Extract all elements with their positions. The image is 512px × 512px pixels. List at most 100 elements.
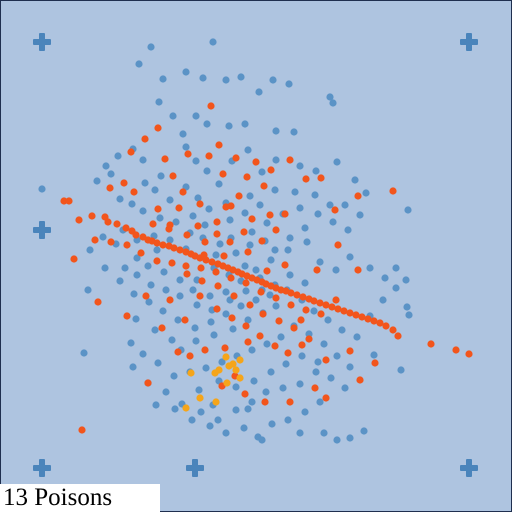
data-point bbox=[346, 434, 354, 442]
data-point bbox=[157, 172, 165, 180]
data-point bbox=[169, 112, 177, 120]
data-point bbox=[248, 228, 256, 236]
data-point bbox=[298, 341, 306, 349]
data-point bbox=[227, 274, 235, 282]
data-point bbox=[154, 205, 162, 213]
data-point bbox=[392, 284, 400, 292]
data-point bbox=[209, 38, 217, 46]
data-point bbox=[331, 206, 339, 214]
data-point bbox=[174, 348, 182, 356]
data-point bbox=[252, 266, 260, 274]
data-point bbox=[201, 346, 209, 354]
data-point bbox=[333, 436, 341, 444]
data-point bbox=[232, 366, 240, 374]
data-point bbox=[196, 200, 204, 208]
data-point bbox=[279, 384, 287, 392]
plus-icon bbox=[33, 33, 51, 51]
data-point bbox=[235, 192, 243, 200]
data-point bbox=[205, 205, 213, 213]
data-point bbox=[174, 316, 182, 324]
data-point bbox=[151, 186, 159, 194]
data-point bbox=[311, 384, 319, 392]
data-point bbox=[202, 364, 210, 372]
data-point bbox=[206, 422, 214, 430]
data-point bbox=[207, 102, 215, 110]
data-point bbox=[129, 363, 137, 371]
data-point bbox=[258, 237, 266, 245]
point-layer bbox=[38, 38, 473, 444]
data-point bbox=[329, 99, 337, 107]
data-point bbox=[212, 398, 220, 406]
data-point bbox=[197, 408, 205, 416]
data-point bbox=[366, 264, 374, 272]
data-point bbox=[405, 311, 413, 319]
data-point bbox=[122, 224, 130, 232]
data-point bbox=[139, 207, 147, 215]
data-point bbox=[201, 238, 209, 246]
data-point bbox=[159, 241, 167, 249]
data-point bbox=[133, 254, 141, 262]
data-point bbox=[189, 212, 197, 220]
data-point bbox=[291, 188, 299, 196]
data-point bbox=[94, 298, 102, 306]
data-point bbox=[256, 201, 264, 209]
data-point bbox=[271, 246, 279, 254]
data-point bbox=[427, 340, 435, 348]
data-point bbox=[353, 333, 361, 341]
data-point bbox=[192, 157, 200, 165]
data-point bbox=[184, 150, 192, 158]
data-point bbox=[135, 60, 143, 68]
data-point bbox=[244, 146, 252, 154]
data-point bbox=[107, 170, 115, 178]
data-point bbox=[364, 315, 372, 323]
data-point bbox=[232, 383, 240, 391]
data-point bbox=[301, 408, 309, 416]
data-point bbox=[222, 310, 230, 318]
data-point bbox=[139, 156, 147, 164]
data-point bbox=[139, 350, 147, 358]
data-point bbox=[327, 374, 335, 382]
data-point bbox=[242, 287, 250, 295]
data-point bbox=[127, 339, 135, 347]
data-point bbox=[232, 154, 240, 162]
series-target bbox=[182, 353, 244, 412]
data-point bbox=[241, 390, 249, 398]
data-point bbox=[296, 380, 304, 388]
data-point bbox=[338, 326, 346, 334]
poison-count-caption: 13 Poisons bbox=[0, 484, 160, 512]
data-point bbox=[281, 261, 289, 269]
data-point bbox=[159, 307, 167, 315]
data-point bbox=[198, 277, 206, 285]
data-point bbox=[154, 359, 162, 367]
data-point bbox=[156, 214, 164, 222]
data-point bbox=[141, 179, 149, 187]
data-point bbox=[259, 310, 267, 318]
data-point bbox=[258, 168, 266, 176]
data-point bbox=[179, 188, 187, 196]
data-point bbox=[258, 436, 266, 444]
data-point bbox=[195, 386, 203, 394]
data-point bbox=[193, 301, 201, 309]
data-point bbox=[272, 156, 280, 164]
data-point bbox=[203, 167, 211, 175]
data-point bbox=[465, 350, 473, 358]
data-point bbox=[296, 162, 304, 170]
data-point bbox=[78, 426, 86, 434]
data-point bbox=[86, 246, 94, 254]
data-point bbox=[314, 210, 322, 218]
data-point bbox=[286, 271, 294, 279]
data-point bbox=[222, 76, 230, 84]
plus-icon bbox=[186, 459, 204, 477]
data-point bbox=[186, 352, 194, 360]
data-point bbox=[75, 216, 83, 224]
data-point bbox=[145, 298, 153, 306]
data-point bbox=[211, 369, 219, 377]
data-point bbox=[252, 296, 260, 304]
data-point bbox=[356, 211, 364, 219]
data-point bbox=[322, 301, 330, 309]
data-point bbox=[196, 394, 204, 402]
data-point bbox=[290, 128, 298, 136]
data-point bbox=[168, 336, 176, 344]
data-point bbox=[341, 384, 349, 392]
data-point bbox=[153, 246, 161, 254]
